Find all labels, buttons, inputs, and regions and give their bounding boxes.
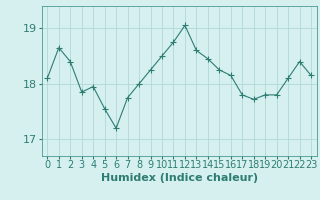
X-axis label: Humidex (Indice chaleur): Humidex (Indice chaleur) bbox=[100, 173, 258, 183]
